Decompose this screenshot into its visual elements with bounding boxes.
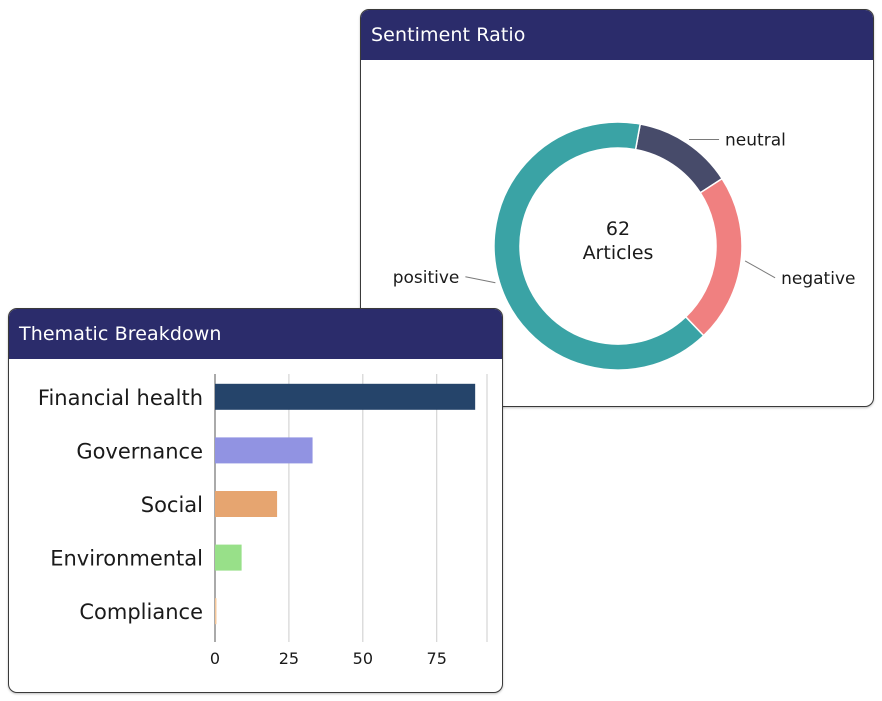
thematic-breakdown-card: Thematic Breakdown Financial health Gover… [8,308,503,693]
donut-center-label: Articles [583,242,654,264]
donut-leader-negative [744,260,776,279]
donut-center-count: 62 [606,218,630,240]
bar-category-label: Compliance [79,600,203,624]
bar-x-tick-label: 25 [279,649,299,668]
bar-x-tick-label: 75 [427,649,447,668]
donut-slice-neutral [634,123,724,194]
bar-x-tick-label: 0 [210,649,220,668]
bar-category-label: Financial health [38,386,203,410]
donut-leader-positive [465,276,496,284]
sentiment-donut-chart: neutral negative positive 62 Articles [393,121,855,371]
bar-category-label: Social [141,493,203,517]
donut-label-positive: positive [393,268,460,288]
bar-environmental [215,544,242,571]
donut-slice-positive [493,121,705,371]
sentiment-card-title: Sentiment Ratio [371,24,526,46]
thematic-card-header: Thematic Breakdown [9,309,502,359]
thematic-bar-chart: Financial health Governance Social Environm… [38,374,488,668]
thematic-card-title: Thematic Breakdown [19,323,222,345]
bar-compliance [215,598,217,625]
bar-governance [215,437,313,464]
donut-slice-negative [684,177,743,337]
donut-label-negative: negative [781,269,855,289]
bar-category-label: Environmental [50,547,203,571]
donut-label-neutral: neutral [725,131,786,151]
sentiment-card-header: Sentiment Ratio [361,10,873,60]
bar-category-label: Governance [76,439,203,463]
bar-financial-health [215,383,476,410]
bar-x-tick-label: 50 [353,649,373,668]
bar-social [215,491,278,517]
